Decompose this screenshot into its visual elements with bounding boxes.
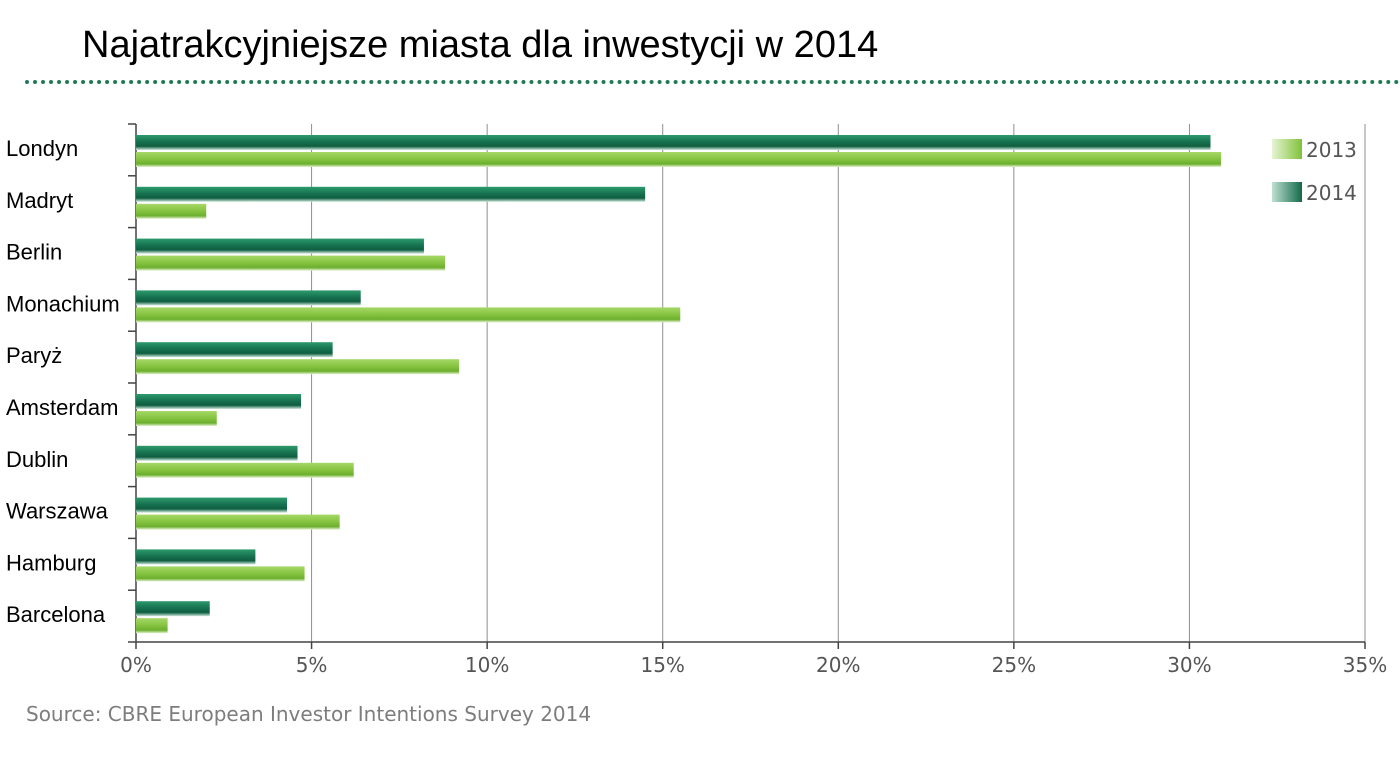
bar-2014-Londyn	[136, 135, 1211, 150]
bar-2014-Berlin	[136, 238, 424, 254]
x-tick-label: 10%	[465, 653, 509, 677]
bar-2014-Paryż	[136, 342, 333, 358]
category-label: Amsterdam	[6, 395, 118, 420]
bar-2014-Monachium	[136, 290, 361, 306]
x-tick-label: 20%	[816, 653, 860, 677]
bar-2013-Paryż	[136, 359, 460, 375]
legend-swatch-2014	[1272, 182, 1302, 202]
bar-2013-Amsterdam	[136, 411, 217, 426]
bar-2014-Dublin	[136, 445, 298, 461]
legend-label: 2013	[1306, 138, 1357, 162]
bar-2013-Hamburg	[136, 566, 305, 582]
source-note: Source: CBRE European Investor Intention…	[26, 702, 592, 726]
category-label: Londyn	[6, 136, 78, 161]
bar-2014-Warszawa	[136, 497, 287, 513]
bar-2013-Warszawa	[136, 514, 340, 530]
chart-title: Najatrakcyjniejsze miasta dla inwestycji…	[82, 24, 879, 66]
bar-chart: Londyn Madryt Berlin Monachium Paryż Amsterda…	[6, 123, 1387, 677]
x-tick-label: 0%	[120, 653, 152, 677]
title-divider	[25, 80, 1400, 84]
bar-2014-Amsterdam	[136, 394, 302, 409]
bars	[136, 135, 1222, 634]
axes	[128, 123, 1366, 649]
gridlines	[311, 124, 1366, 642]
bar-2014-Barcelona	[136, 601, 210, 617]
x-tick-label: 35%	[1343, 653, 1387, 677]
category-label: Dublin	[6, 447, 68, 472]
x-tick-label: 30%	[1167, 653, 1211, 677]
bar-2013-Madryt	[136, 203, 207, 219]
category-labels: Londyn Madryt Berlin Monachium Paryż Amsterda…	[6, 136, 120, 627]
legend-label: 2014	[1306, 181, 1357, 205]
legend: 2013 2014	[1272, 138, 1357, 205]
category-label: Warszawa	[6, 499, 109, 524]
x-tick-label: 25%	[992, 653, 1036, 677]
x-tick-label: 15%	[640, 653, 684, 677]
bar-2014-Hamburg	[136, 549, 256, 565]
bar-2013-Berlin	[136, 255, 446, 271]
category-label: Madryt	[6, 188, 73, 213]
bar-2013-Londyn	[136, 152, 1222, 167]
bar-2013-Dublin	[136, 462, 354, 478]
bar-2013-Monachium	[136, 307, 681, 323]
legend-swatch-2013	[1272, 139, 1302, 159]
x-tick-label: 5%	[296, 653, 328, 677]
tick-labels: 0% 5% 10% 15% 20% 25% 30% 35%	[120, 653, 1387, 677]
category-label: Monachium	[6, 291, 120, 316]
category-label: Hamburg	[6, 550, 96, 575]
category-label: Berlin	[6, 240, 62, 265]
category-label: Barcelona	[6, 602, 106, 627]
bar-2013-Barcelona	[136, 618, 168, 634]
bar-2014-Madryt	[136, 186, 646, 202]
category-label: Paryż	[6, 343, 62, 368]
